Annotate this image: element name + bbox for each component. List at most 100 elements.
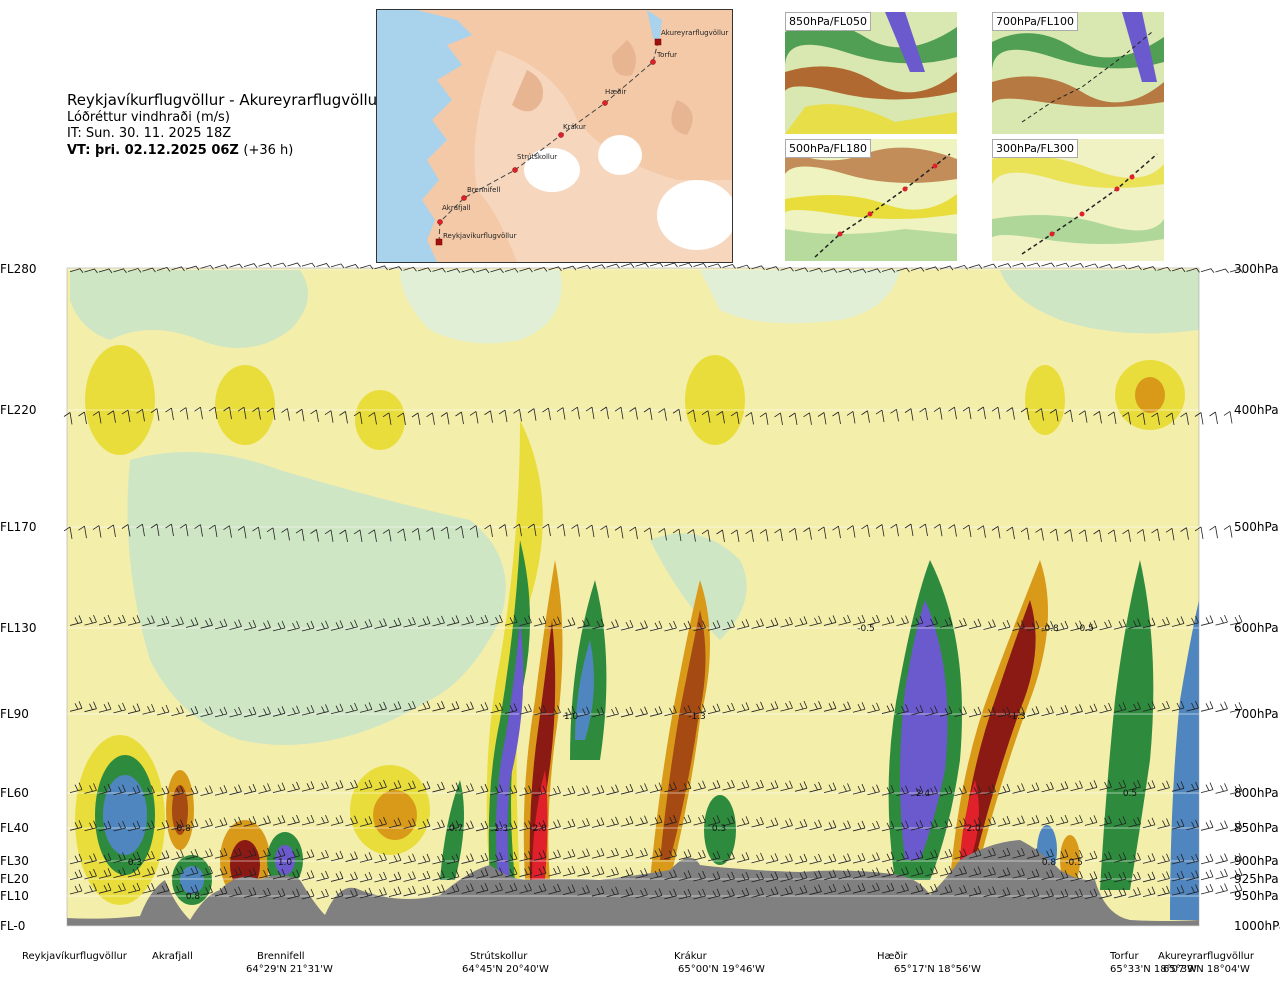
wind-barb <box>461 883 474 894</box>
wind-barb <box>707 703 721 715</box>
wind-barb <box>345 851 358 862</box>
wind-barb <box>562 265 577 271</box>
wind-barb <box>368 412 377 425</box>
wind-barb <box>330 850 344 862</box>
wind-barb <box>664 781 677 793</box>
wind-barb <box>722 702 735 714</box>
wind-barb <box>533 615 547 627</box>
wind-barb <box>585 524 595 538</box>
wind-barb <box>635 783 648 794</box>
wind-barb <box>620 867 634 878</box>
cell-value-label: -2.0 <box>963 824 981 834</box>
wind-barb <box>562 818 576 830</box>
wind-barb <box>809 884 822 895</box>
fl-label: FL10 <box>0 889 29 903</box>
wind-barb <box>475 852 489 864</box>
wind-barb <box>817 526 827 539</box>
wind-barb <box>156 704 170 716</box>
station-name: Reykjavíkurflugvöllur <box>22 951 127 962</box>
wind-barb <box>1012 620 1025 631</box>
hpa-label: 500hPa <box>1234 520 1279 534</box>
wind-barb <box>1055 814 1069 826</box>
wind-barb <box>1026 706 1040 717</box>
wind-barb <box>687 409 696 423</box>
wind-barb <box>896 866 909 877</box>
wind-barb <box>1055 849 1069 860</box>
wind-barb <box>171 865 184 877</box>
wind-barb <box>78 411 87 425</box>
wind-barb <box>693 262 707 268</box>
title-block: Reykjavíkurflugvöllur - Akureyrarflugvöl… <box>67 90 383 159</box>
wind-barb <box>519 850 532 862</box>
wind-barb <box>1113 816 1127 827</box>
cell-value-label: -1.3 <box>688 712 706 722</box>
wind-barb <box>69 782 83 794</box>
wind-barb <box>519 704 532 715</box>
wind-barb <box>620 847 634 859</box>
level-gridlines <box>67 268 1199 927</box>
wind-barb <box>200 818 213 829</box>
wind-barb-row <box>69 262 1244 274</box>
wind-barb <box>156 615 170 627</box>
wind-barb <box>678 814 692 826</box>
wind-barb <box>316 849 329 861</box>
route-title: Reykjavíkurflugvöllur - Akureyrarflugvöl… <box>67 91 384 109</box>
wind-barb <box>150 523 160 537</box>
wind-barb <box>823 268 838 273</box>
map-label-strutskollur: Strútskollur <box>517 153 557 161</box>
wind-barb <box>359 816 373 827</box>
wind-barb <box>1229 702 1243 713</box>
wind-barb <box>1041 262 1055 268</box>
wind-barb <box>562 617 576 628</box>
wind-barb <box>794 885 808 896</box>
wind-barb <box>1078 529 1088 542</box>
wind-barb <box>417 267 432 273</box>
wind-barb <box>1171 781 1185 792</box>
fl-label: FL130 <box>0 621 37 635</box>
wind-barb <box>440 412 450 425</box>
wind-barb <box>736 871 750 883</box>
wind-barb <box>780 853 793 865</box>
wind-barb <box>600 525 609 538</box>
wind-barb <box>852 268 867 274</box>
wind-barb <box>316 780 329 792</box>
wind-barb <box>1012 815 1025 827</box>
wind-barb <box>1209 525 1218 539</box>
wind-barb <box>403 700 416 712</box>
wind-barb <box>359 852 373 863</box>
wind-barb <box>490 614 503 626</box>
wind-barb <box>765 853 779 864</box>
wind-barb <box>330 871 344 882</box>
wind-barb <box>63 526 73 539</box>
wind-barb <box>1186 615 1199 627</box>
wind-barb <box>577 618 590 629</box>
wind-barb <box>150 408 160 421</box>
wind-barb <box>925 819 938 830</box>
wind-barb <box>98 268 113 274</box>
wind-barb <box>237 406 247 420</box>
wind-barb <box>185 785 199 797</box>
wind-barb <box>194 524 203 537</box>
wind-barb <box>98 868 112 879</box>
wind-barb <box>548 616 561 628</box>
wind-barb <box>643 527 653 540</box>
wind-barb <box>736 816 750 827</box>
wind-barb <box>759 412 769 425</box>
wind-barb <box>1070 870 1083 882</box>
wind-barb <box>968 866 982 877</box>
wind-barb <box>1142 617 1156 629</box>
wind-barb <box>1157 885 1170 897</box>
wind-barb <box>388 853 402 864</box>
fl-label: FL20 <box>0 872 29 886</box>
wind-barb <box>403 616 416 628</box>
wind-barb <box>881 820 895 832</box>
wind-barb <box>997 706 1011 718</box>
wind-barb <box>774 412 783 426</box>
wind-barb <box>165 407 174 421</box>
wind-barb <box>171 785 184 797</box>
wind-barb <box>432 267 446 273</box>
wind-barb <box>194 406 203 420</box>
wind-barb <box>925 865 938 877</box>
map-label-torfur: Torfur <box>656 51 677 59</box>
wind-barb <box>693 620 706 632</box>
